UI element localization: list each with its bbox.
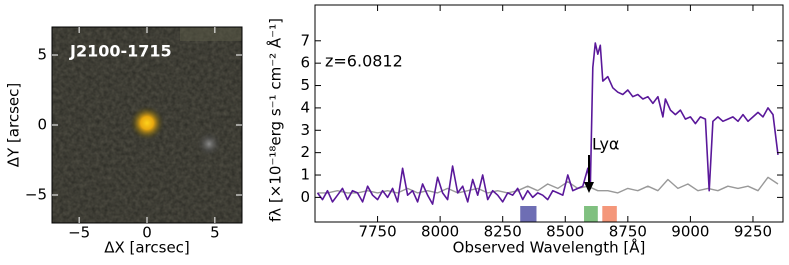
y-tick-label: −5 xyxy=(25,186,47,204)
redshift-label: z=6.0812 xyxy=(325,52,403,71)
y-axis-label: fλ [×10⁻¹⁸erg s⁻¹ cm⁻² Å⁻¹] xyxy=(266,18,285,222)
neighbor-source xyxy=(197,132,221,156)
x-tick-label: 0 xyxy=(142,224,152,242)
y-tick-label: 5 xyxy=(37,46,47,64)
x-tick-label: 8750 xyxy=(609,223,647,241)
x-tick-label: 8250 xyxy=(484,223,522,241)
spectrum-line xyxy=(316,42,779,205)
x-tick-label: −5 xyxy=(68,224,90,242)
y-tick-label: 3 xyxy=(300,121,310,139)
image-edge xyxy=(180,27,242,41)
filter-band xyxy=(520,206,537,222)
quasar xyxy=(129,105,165,141)
y-tick-label: 2 xyxy=(300,143,310,161)
y-tick-label: 6 xyxy=(300,54,310,72)
lya-label: Lyα xyxy=(592,135,619,154)
object-label: J2100-1715 xyxy=(69,42,172,61)
y-tick-label: 1 xyxy=(300,166,310,184)
y-axis-label: ΔY [arcsec] xyxy=(5,83,23,167)
image-panel: J2100-1715 ΔX [arcsec] ΔY [arcsec] −5 0 5 −… xyxy=(5,26,243,257)
frame xyxy=(314,4,784,223)
lya-arrowhead xyxy=(584,182,594,193)
x-tick-label: 9000 xyxy=(671,223,709,241)
x-tick-label: 8500 xyxy=(546,223,584,241)
x-axis-label: ΔX [arcsec] xyxy=(104,239,190,257)
plot-area xyxy=(316,42,779,222)
x-tick-label: 9250 xyxy=(734,223,772,241)
filter-band xyxy=(602,206,617,222)
spectrum-panel: z=6.0812 Lyα Observed Wavelength [Å] fλ … xyxy=(266,4,784,257)
x-tick-label: 8000 xyxy=(421,223,459,241)
x-tick-label: 7750 xyxy=(358,223,396,241)
y-tick-label: 5 xyxy=(300,76,310,94)
filter-band xyxy=(584,206,598,222)
y-tick-label: 4 xyxy=(300,98,310,116)
y-tick-label: 0 xyxy=(37,116,47,134)
x-tick-label: 5 xyxy=(210,224,220,242)
x-axis-label: Observed Wavelength [Å] xyxy=(453,238,646,257)
y-tick-label: 7 xyxy=(300,31,310,49)
y-tick-label: 0 xyxy=(300,188,310,206)
